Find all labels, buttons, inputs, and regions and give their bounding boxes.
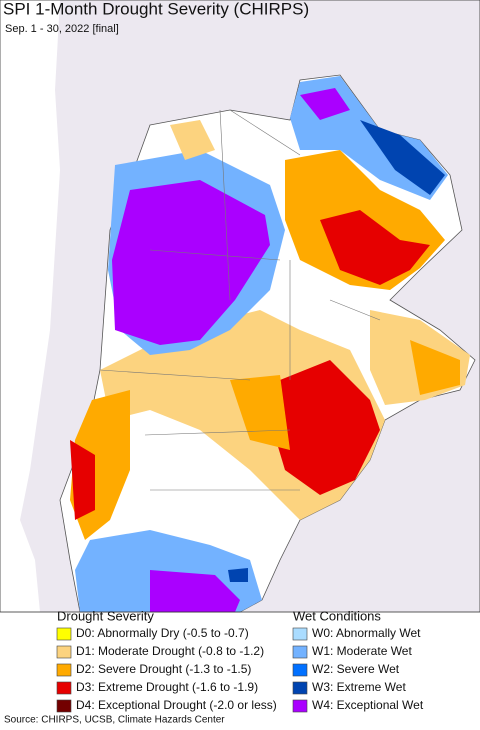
legend-swatch <box>292 627 308 641</box>
legend-label: D2: Severe Drought (-1.3 to -1.5) <box>76 662 251 676</box>
wet-exceptional-north-west <box>112 180 270 345</box>
legend-swatch <box>292 645 308 659</box>
drought-east-severe <box>410 340 460 395</box>
subtitle: Sep. 1 - 30, 2022 [final] <box>5 23 119 35</box>
title: SPI 1-Month Drought Severity (CHIRPS) <box>3 0 309 18</box>
legend-label: D3: Extreme Drought (-1.6 to -1.9) <box>76 680 258 694</box>
wet-exceptional-south <box>150 570 240 612</box>
drought-severe-center <box>230 375 290 450</box>
legend-label: D4: Exceptional Drought (-2.0 or less) <box>76 698 277 712</box>
drought-extreme-west <box>70 440 95 520</box>
legend-title: Wet Conditions <box>293 608 381 623</box>
source: Source: CHIRPS, UCSB, Climate Hazards Ce… <box>4 715 225 726</box>
wet-extreme-north <box>360 120 445 195</box>
legend-label: W1: Moderate Wet <box>312 644 412 658</box>
map-frame <box>0 0 480 613</box>
wet-exceptional-north <box>300 88 350 120</box>
drought-extreme-center <box>270 360 380 495</box>
wet-extreme-south <box>228 568 248 582</box>
drought-extreme-north-east <box>320 210 430 285</box>
legend-label: W0: Abnormally Wet <box>312 626 421 640</box>
legend-title: Drought Severity <box>57 608 154 623</box>
drought-north-west <box>170 120 215 160</box>
legend-swatch <box>56 699 72 713</box>
legend-label: W4: Exceptional Wet <box>312 698 424 712</box>
legend-swatch <box>56 663 72 677</box>
legend-swatch <box>56 681 72 695</box>
legend-swatch <box>292 699 308 713</box>
legend-label: W2: Severe Wet <box>312 662 400 676</box>
legend-label: D0: Abnormally Dry (-0.5 to -0.7) <box>76 626 249 640</box>
legend-swatch <box>56 645 72 659</box>
legend-swatch <box>56 627 72 641</box>
legend-label: D1: Moderate Drought (-0.8 to -1.2) <box>76 644 264 658</box>
legend-label: W3: Extreme Wet <box>312 680 406 694</box>
legend-swatch <box>292 681 308 695</box>
legend-swatch <box>292 663 308 677</box>
boundaries <box>99 109 381 491</box>
map <box>20 0 480 613</box>
